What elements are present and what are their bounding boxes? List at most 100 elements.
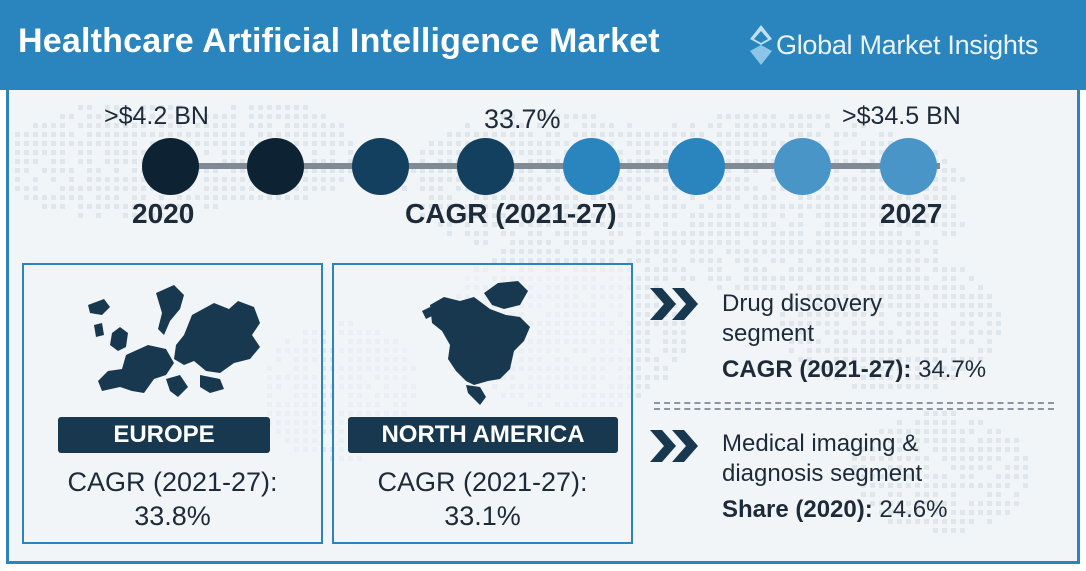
map-dot xyxy=(726,186,731,191)
map-dot xyxy=(789,303,794,308)
map-dot xyxy=(852,222,857,227)
map-dot xyxy=(249,186,254,191)
map-dot xyxy=(645,177,650,182)
map-dot xyxy=(924,474,929,479)
map-dot xyxy=(807,339,812,344)
map-dot xyxy=(798,213,803,218)
map-dot xyxy=(1014,438,1019,443)
map-dot xyxy=(735,132,740,137)
map-dot xyxy=(951,303,956,308)
map-dot xyxy=(645,249,650,254)
map-dot xyxy=(654,294,659,299)
map-dot xyxy=(861,303,866,308)
map-dot xyxy=(582,240,587,245)
map-dot xyxy=(942,231,947,236)
map-dot xyxy=(969,456,974,461)
map-dot xyxy=(951,420,956,425)
map-dot xyxy=(717,267,722,272)
map-dot xyxy=(825,204,830,209)
map-dot xyxy=(843,177,848,182)
map-dot xyxy=(915,447,920,452)
map-dot xyxy=(645,285,650,290)
map-dot xyxy=(681,330,686,335)
map-dot xyxy=(780,240,785,245)
map-dot xyxy=(942,447,947,452)
map-dot xyxy=(321,168,326,173)
map-dot xyxy=(618,231,623,236)
map-dot xyxy=(249,123,254,128)
map-dot xyxy=(870,501,875,506)
map-dot xyxy=(636,312,641,317)
map-dot xyxy=(312,150,317,155)
map-dot xyxy=(465,123,470,128)
map-dot xyxy=(825,195,830,200)
map-dot xyxy=(942,519,947,524)
map-dot xyxy=(969,465,974,470)
map-dot xyxy=(924,501,929,506)
map-dot xyxy=(645,303,650,308)
map-dot xyxy=(663,249,668,254)
map-dot xyxy=(474,204,479,209)
map-dot xyxy=(879,222,884,227)
map-dot xyxy=(240,141,245,146)
map-dot xyxy=(645,168,650,173)
map-dot xyxy=(897,339,902,344)
map-dot xyxy=(861,348,866,353)
map-dot xyxy=(1014,492,1019,497)
map-dot xyxy=(330,186,335,191)
map-dot xyxy=(222,195,227,200)
map-dot xyxy=(330,177,335,182)
map-dot xyxy=(816,240,821,245)
map-dot xyxy=(861,492,866,497)
map-dot xyxy=(123,132,128,137)
region-name-badge: NORTH AMERICA xyxy=(348,417,618,453)
map-dot xyxy=(924,384,929,389)
map-dot xyxy=(114,186,119,191)
timeline-dot xyxy=(774,138,831,195)
map-dot xyxy=(600,222,605,227)
map-dot xyxy=(906,222,911,227)
map-dot xyxy=(762,195,767,200)
map-dot xyxy=(636,357,641,362)
end-market-value: >$34.5 BN xyxy=(842,102,961,130)
map-dot xyxy=(591,249,596,254)
map-dot xyxy=(915,510,920,515)
map-dot xyxy=(771,141,776,146)
map-dot xyxy=(681,267,686,272)
map-dot xyxy=(888,456,893,461)
map-dot xyxy=(780,249,785,254)
map-dot xyxy=(888,429,893,434)
map-dot xyxy=(924,465,929,470)
map-dot xyxy=(645,141,650,146)
map-dot xyxy=(213,132,218,137)
map-dot xyxy=(600,213,605,218)
map-dot xyxy=(924,330,929,335)
map-dot xyxy=(69,132,74,137)
region-cagr-value: 33.8% xyxy=(134,501,211,531)
map-dot xyxy=(987,429,992,434)
map-dot xyxy=(879,501,884,506)
map-dot xyxy=(96,177,101,182)
map-dot xyxy=(240,177,245,182)
map-dot xyxy=(663,177,668,182)
map-dot xyxy=(474,213,479,218)
map-dot xyxy=(501,231,506,236)
map-dot xyxy=(951,177,956,182)
map-dot xyxy=(429,195,434,200)
map-dot xyxy=(834,267,839,272)
map-dot xyxy=(546,177,551,182)
map-dot xyxy=(834,168,839,173)
map-dot xyxy=(852,186,857,191)
map-dot xyxy=(312,141,317,146)
map-dot xyxy=(942,483,947,488)
map-dot xyxy=(636,213,641,218)
map-dot xyxy=(771,258,776,263)
diamond-logo-icon xyxy=(750,25,772,65)
map-dot xyxy=(924,312,929,317)
map-dot xyxy=(573,240,578,245)
map-dot xyxy=(231,186,236,191)
map-dot xyxy=(888,330,893,335)
map-dot xyxy=(645,240,650,245)
map-dot xyxy=(879,366,884,371)
map-dot xyxy=(915,276,920,281)
